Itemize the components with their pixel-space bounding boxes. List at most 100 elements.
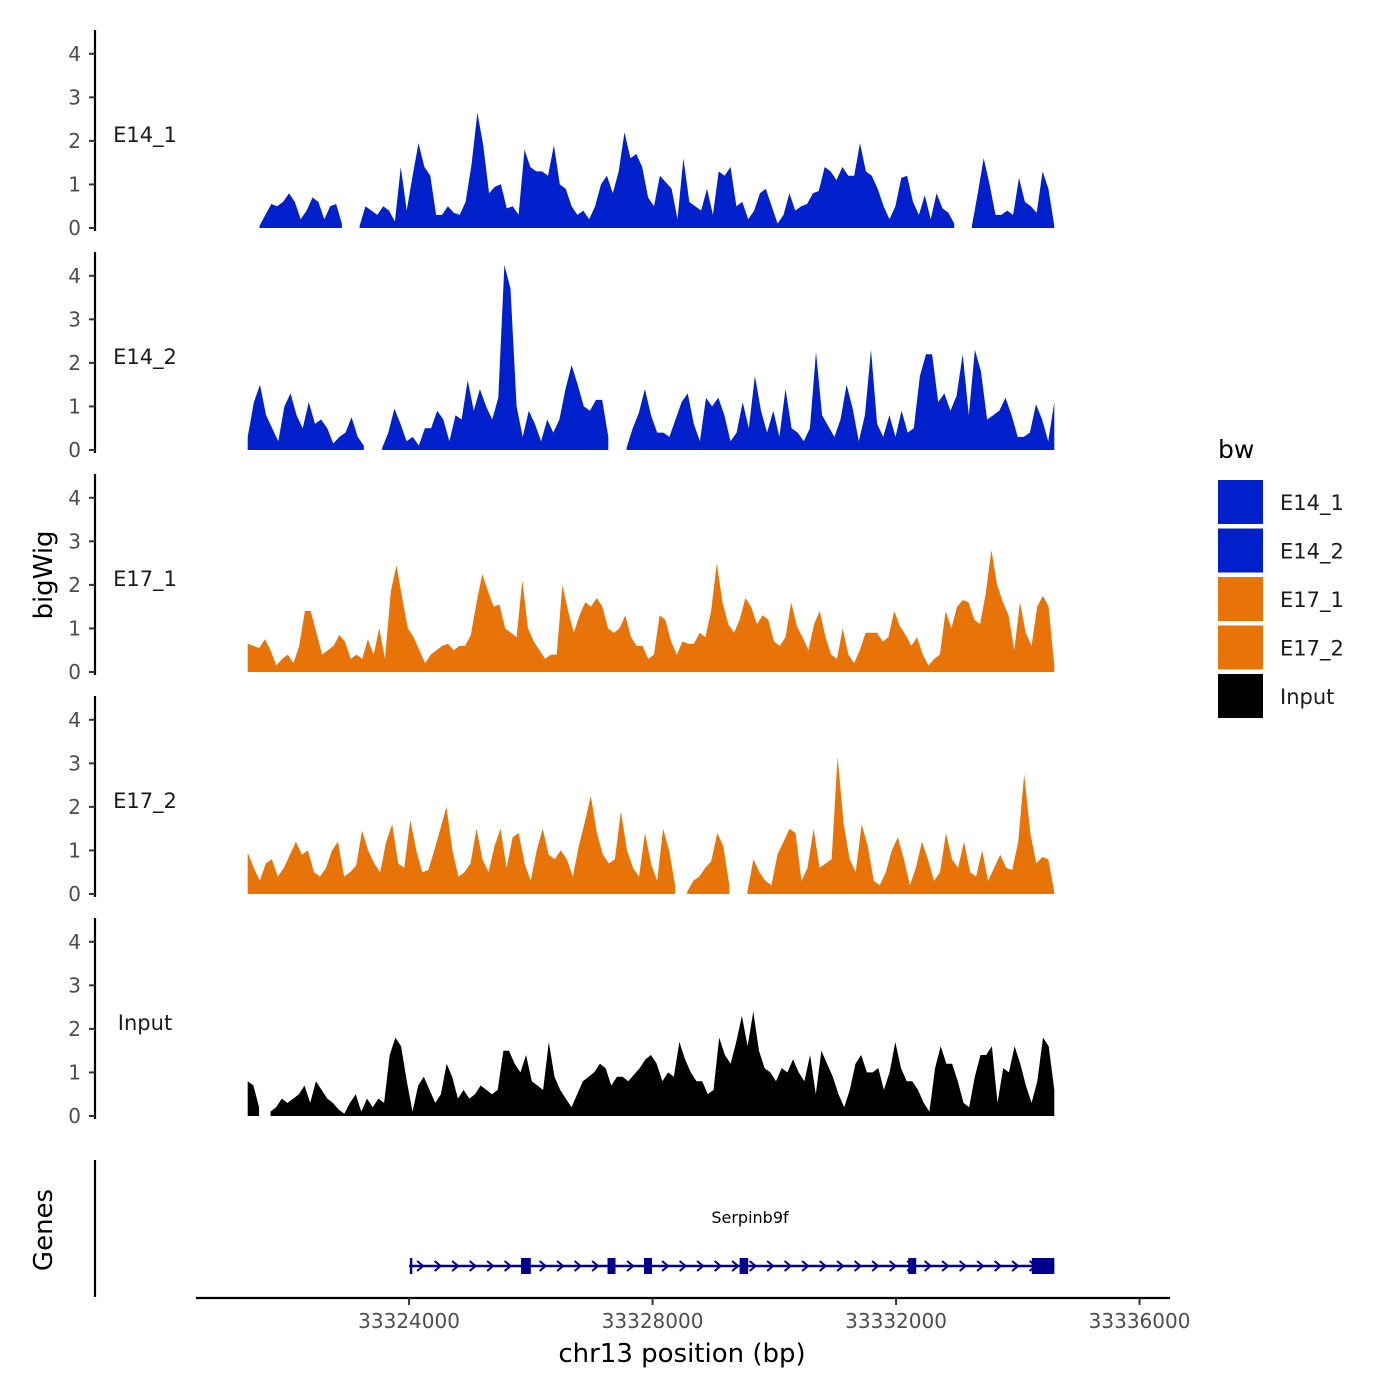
y-tick-label: 1 (68, 172, 81, 196)
signal-area-e17-2 (687, 833, 730, 894)
track-e14-1: 0 1 2 3 4 E14_1 (68, 30, 1055, 240)
strand-arrow (626, 1260, 635, 1272)
signal-area-e14-1 (359, 112, 955, 228)
strand-arrow (923, 1260, 933, 1272)
y-tick-label: 4 (68, 708, 81, 732)
strand-arrow (486, 1260, 495, 1272)
signal-area-e14-2 (626, 349, 1055, 450)
strand-arrow (818, 1260, 828, 1272)
strand-arrow (713, 1260, 723, 1272)
track-e17-2: 0 1 2 3 4 E17_2 (68, 696, 1055, 906)
legend-key-e17-2 (1218, 625, 1263, 670)
y-tick-label: 4 (68, 930, 81, 954)
y-tick-label: 3 (68, 307, 81, 331)
y-tick-label: 0 (68, 1104, 81, 1128)
track-input: 0 1 2 3 4 Input (68, 918, 1055, 1128)
track-e14-2: 0 1 2 3 4 E14_2 (68, 252, 1055, 462)
y-tick-label: 1 (68, 838, 81, 862)
x-tick-label: 33328000 (602, 1309, 704, 1333)
track-label: E17_1 (113, 567, 177, 592)
strand-arrow (416, 1260, 425, 1272)
strand-arrow (503, 1260, 513, 1272)
legend-title: bw (1218, 435, 1254, 464)
signal-area-e14-2 (247, 384, 364, 450)
strand-arrow (941, 1260, 950, 1272)
track-label: E14_2 (113, 345, 177, 370)
track-panels: 0 1 2 3 4 E14_1 0 1 2 3 4 E14_2 0 1 2 3 4 E17_1 0 1 2 3 4 E17_2… (68, 30, 1055, 1128)
y-tick-label: 0 (68, 660, 81, 684)
y-tick-label: 4 (68, 42, 81, 66)
gene-exon (739, 1258, 749, 1274)
strand-arrow (696, 1260, 705, 1272)
y-tick-label: 4 (68, 486, 81, 510)
signal-area-input (247, 1081, 260, 1116)
legend-label: E14_1 (1280, 491, 1344, 516)
y-tick-label: 3 (68, 973, 81, 997)
strand-arrow (468, 1260, 478, 1272)
y-tick-label: 3 (68, 751, 81, 775)
x-tick-label: 33332000 (845, 1309, 947, 1333)
strand-arrow (538, 1260, 548, 1272)
track-label: Input (118, 1011, 172, 1035)
legend-label: E14_2 (1280, 540, 1344, 565)
x-tick-label: 33336000 (1089, 1309, 1191, 1333)
strand-arrow (661, 1260, 670, 1272)
strand-arrow (783, 1260, 793, 1272)
strand-arrow (451, 1260, 460, 1272)
legend: bw E14_1 E14_2 E17_1 E17_2 Input (1218, 435, 1344, 718)
x-tick-label: 33324000 (358, 1309, 460, 1333)
strand-arrow (678, 1260, 688, 1272)
genes-axis-title: Genes (29, 1189, 59, 1271)
strand-arrow (976, 1260, 985, 1272)
legend-key-e14-2 (1218, 528, 1263, 573)
gene-name-label: Serpinb9f (711, 1208, 789, 1227)
y-tick-label: 2 (68, 795, 81, 819)
strand-arrow (748, 1260, 758, 1272)
strand-arrow (853, 1260, 863, 1272)
y-tick-label: 4 (68, 264, 81, 288)
gene-exon (644, 1258, 653, 1274)
strand-arrow (871, 1260, 880, 1272)
signal-area-e17-1 (247, 550, 1055, 672)
strand-arrow (1011, 1260, 1020, 1272)
track-label: E14_1 (113, 123, 177, 148)
strand-arrow (766, 1260, 775, 1272)
strand-arrow (433, 1260, 443, 1272)
strand-arrow (591, 1260, 600, 1272)
legend-label: E17_1 (1280, 588, 1344, 613)
gene-exon (908, 1258, 917, 1274)
y-tick-label: 0 (68, 216, 81, 240)
legend-key-input (1218, 674, 1263, 718)
y-tick-label: 2 (68, 1017, 81, 1041)
y-tick-label: 2 (68, 351, 81, 375)
gene-exon (607, 1258, 616, 1274)
y-tick-label: 1 (68, 616, 81, 640)
strand-arrow (836, 1260, 845, 1272)
y-tick-label: 3 (68, 85, 81, 109)
track-e17-1: 0 1 2 3 4 E17_1 (68, 474, 1055, 684)
gene-exon (521, 1258, 531, 1274)
y-tick-label: 3 (68, 529, 81, 553)
strand-arrow (958, 1260, 968, 1272)
legend-label: Input (1280, 685, 1334, 709)
y-tick-label: 1 (68, 1060, 81, 1084)
signal-area-e17-2 (247, 796, 676, 894)
strand-arrow (801, 1260, 810, 1272)
y-tick-label: 1 (68, 394, 81, 418)
x-axis-title: chr13 position (bp) (558, 1339, 805, 1369)
y-tick-label: 2 (68, 129, 81, 153)
track-label: E17_2 (113, 789, 177, 814)
signal-area-e14-1 (259, 193, 342, 228)
legend-label: E17_2 (1280, 637, 1344, 662)
y-tick-label: 0 (68, 882, 81, 906)
gene-exon (1031, 1258, 1055, 1274)
legend-key-e14-1 (1218, 480, 1263, 524)
signal-area-e14-2 (382, 264, 609, 450)
strand-arrow (556, 1260, 565, 1272)
signal-area-input (270, 1011, 1055, 1116)
gene-panel: Serpinb9f (93, 1160, 1055, 1297)
y-axis-title: bigWig (29, 530, 59, 619)
legend-key-e17-1 (1218, 577, 1263, 621)
